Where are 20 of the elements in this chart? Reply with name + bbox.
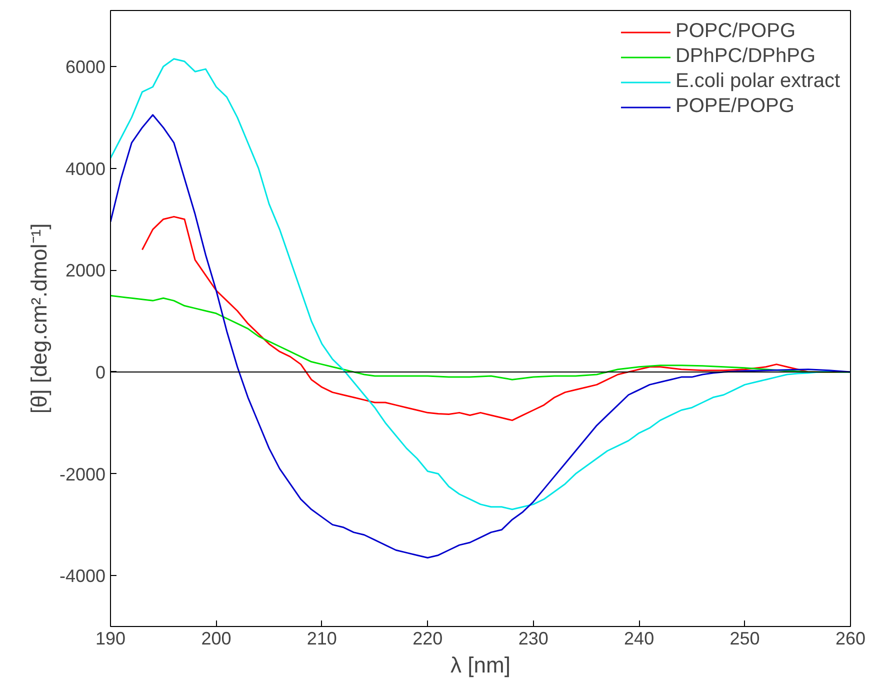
y-tick-label: -2000 <box>59 464 106 484</box>
legend-label: DPhPC/DPhPG <box>675 45 816 68</box>
x-tick-label: 190 <box>95 628 126 648</box>
y-tick-label: 6000 <box>65 57 106 77</box>
y-axis-title: [θ] [deg.cm².dmol⁻¹] <box>26 223 52 414</box>
x-tick-label: 240 <box>624 628 654 648</box>
y-tick-label: 0 <box>95 362 106 382</box>
x-tick-label: 250 <box>730 628 760 648</box>
y-tick-label: 4000 <box>65 158 106 179</box>
x-tick-label: 220 <box>412 628 443 648</box>
legend-label: E.coli polar extract <box>675 70 840 93</box>
x-tick-label: 210 <box>306 628 337 648</box>
x-axis-title: λ [nm] <box>450 652 510 678</box>
y-tick-label: 2000 <box>65 260 106 281</box>
y-tick-label: -4000 <box>59 566 106 586</box>
legend-label: POPC/POPG <box>675 20 796 43</box>
x-tick-label: 200 <box>201 628 232 648</box>
x-tick-label: 230 <box>518 628 548 648</box>
x-tick-label: 260 <box>835 628 866 648</box>
legend-label: POPE/POPG <box>675 95 794 118</box>
